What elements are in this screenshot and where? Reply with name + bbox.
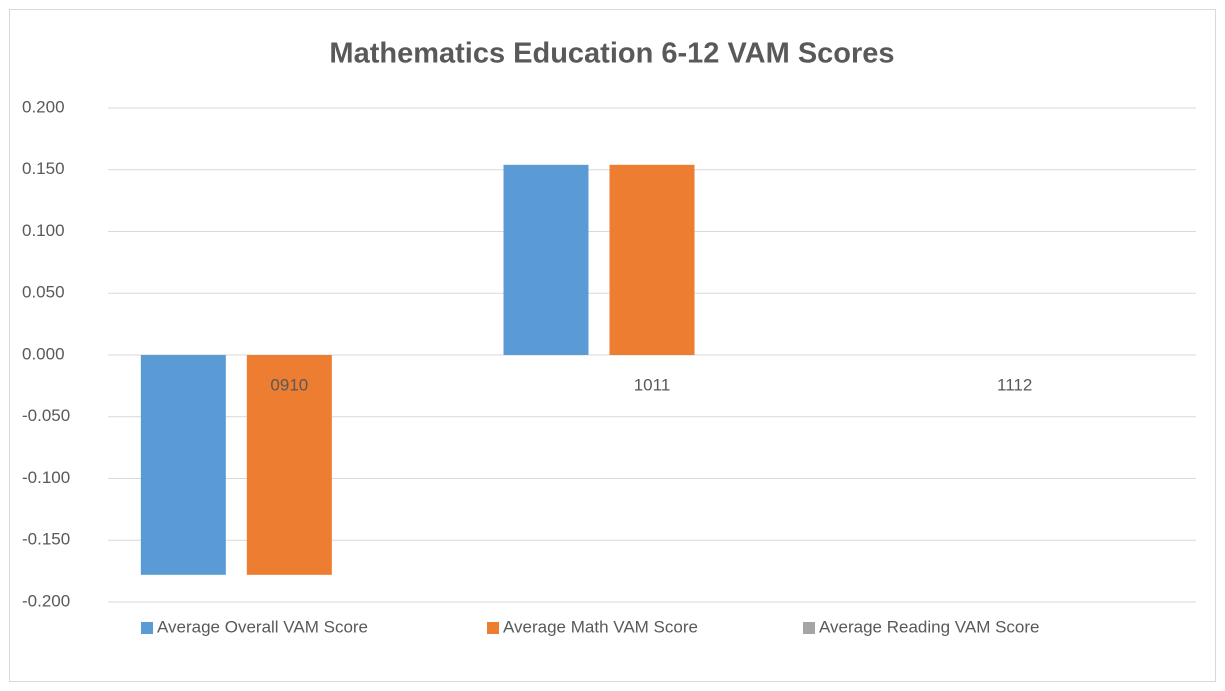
y-tick-label: 0.100 [22, 221, 65, 240]
bar [609, 164, 695, 355]
legend-swatch [803, 622, 815, 634]
y-tick-label: 0.000 [22, 344, 65, 363]
x-tick-label: 1011 [634, 375, 671, 394]
bar [246, 355, 332, 575]
legend-label: Average Reading VAM Score [819, 617, 1040, 636]
legend-swatch [487, 622, 499, 634]
legend-label: Average Overall VAM Score [157, 617, 368, 636]
chart-title: Mathematics Education 6-12 VAM Scores [329, 38, 894, 70]
y-tick-label: 0.050 [22, 283, 65, 302]
y-tick-label: -0.100 [22, 468, 70, 487]
legend-swatch [141, 622, 153, 634]
y-tick-label: -0.200 [22, 591, 70, 610]
y-tick-label: 0.150 [22, 159, 65, 178]
x-tick-label: 0910 [270, 375, 308, 394]
bar [503, 164, 589, 355]
y-tick-label: -0.150 [22, 530, 70, 549]
legend-label: Average Math VAM Score [503, 617, 698, 636]
x-tick-label: 1112 [997, 375, 1032, 394]
y-tick-label: -0.050 [22, 406, 70, 425]
y-tick-label: 0.200 [22, 97, 65, 116]
bar [140, 355, 226, 575]
